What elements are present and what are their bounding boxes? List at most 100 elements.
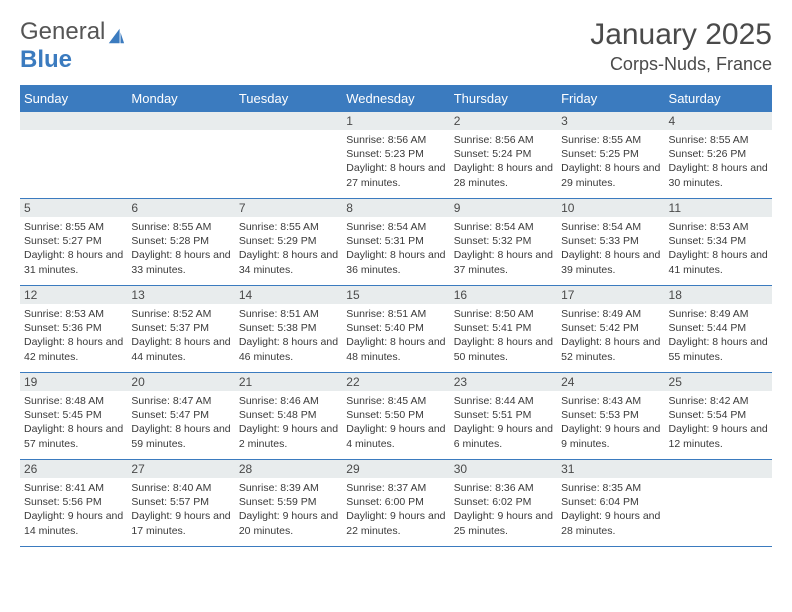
sunset-text: Sunset: 5:48 PM <box>239 408 338 422</box>
day-content: Sunrise: 8:48 AMSunset: 5:45 PMDaylight:… <box>20 391 127 457</box>
sunset-text: Sunset: 6:02 PM <box>454 495 553 509</box>
calendar-cell: 11Sunrise: 8:53 AMSunset: 5:34 PMDayligh… <box>665 199 772 285</box>
calendar-cell: 28Sunrise: 8:39 AMSunset: 5:59 PMDayligh… <box>235 460 342 546</box>
daylight-text: Daylight: 8 hours and 46 minutes. <box>239 335 338 363</box>
sunset-text: Sunset: 5:28 PM <box>131 234 230 248</box>
day-number: 29 <box>342 460 449 478</box>
calendar-cell <box>665 460 772 546</box>
daylight-text: Daylight: 9 hours and 4 minutes. <box>346 422 445 450</box>
sunset-text: Sunset: 5:53 PM <box>561 408 660 422</box>
sunset-text: Sunset: 5:56 PM <box>24 495 123 509</box>
day-content: Sunrise: 8:46 AMSunset: 5:48 PMDaylight:… <box>235 391 342 457</box>
sunset-text: Sunset: 5:44 PM <box>669 321 768 335</box>
sunset-text: Sunset: 5:26 PM <box>669 147 768 161</box>
sunset-text: Sunset: 5:24 PM <box>454 147 553 161</box>
sunset-text: Sunset: 5:33 PM <box>561 234 660 248</box>
daylight-text: Daylight: 8 hours and 29 minutes. <box>561 161 660 189</box>
day-content: Sunrise: 8:55 AMSunset: 5:25 PMDaylight:… <box>557 130 664 196</box>
calendar-row: 26Sunrise: 8:41 AMSunset: 5:56 PMDayligh… <box>20 460 772 547</box>
calendar-cell: 8Sunrise: 8:54 AMSunset: 5:31 PMDaylight… <box>342 199 449 285</box>
calendar-cell: 9Sunrise: 8:54 AMSunset: 5:32 PMDaylight… <box>450 199 557 285</box>
sunset-text: Sunset: 5:42 PM <box>561 321 660 335</box>
page-header: GeneralBlue January 2025 Corps-Nuds, Fra… <box>20 18 772 75</box>
daylight-text: Daylight: 9 hours and 9 minutes. <box>561 422 660 450</box>
day-number: 6 <box>127 199 234 217</box>
calendar-cell: 6Sunrise: 8:55 AMSunset: 5:28 PMDaylight… <box>127 199 234 285</box>
brand-name-part1: General <box>20 18 105 45</box>
day-content: Sunrise: 8:56 AMSunset: 5:23 PMDaylight:… <box>342 130 449 196</box>
daylight-text: Daylight: 9 hours and 6 minutes. <box>454 422 553 450</box>
calendar-cell <box>20 112 127 198</box>
day-number: 30 <box>450 460 557 478</box>
sunset-text: Sunset: 5:57 PM <box>131 495 230 509</box>
calendar-cell: 25Sunrise: 8:42 AMSunset: 5:54 PMDayligh… <box>665 373 772 459</box>
calendar-cell: 15Sunrise: 8:51 AMSunset: 5:40 PMDayligh… <box>342 286 449 372</box>
calendar-cell <box>127 112 234 198</box>
dow-monday: Monday <box>127 85 234 112</box>
sunrise-text: Sunrise: 8:53 AM <box>669 220 768 234</box>
day-number: 31 <box>557 460 664 478</box>
brand-logo: GeneralBlue <box>20 18 125 74</box>
sunset-text: Sunset: 5:51 PM <box>454 408 553 422</box>
sunrise-text: Sunrise: 8:54 AM <box>561 220 660 234</box>
sunrise-text: Sunrise: 8:49 AM <box>669 307 768 321</box>
calendar-cell: 27Sunrise: 8:40 AMSunset: 5:57 PMDayligh… <box>127 460 234 546</box>
day-number: 9 <box>450 199 557 217</box>
title-block: January 2025 Corps-Nuds, France <box>590 18 772 75</box>
brand-sail-icon <box>107 24 125 42</box>
day-number <box>665 460 772 478</box>
day-content: Sunrise: 8:39 AMSunset: 5:59 PMDaylight:… <box>235 478 342 544</box>
day-content: Sunrise: 8:54 AMSunset: 5:31 PMDaylight:… <box>342 217 449 283</box>
dow-thursday: Thursday <box>450 85 557 112</box>
day-number: 23 <box>450 373 557 391</box>
calendar-cell: 23Sunrise: 8:44 AMSunset: 5:51 PMDayligh… <box>450 373 557 459</box>
day-content: Sunrise: 8:55 AMSunset: 5:26 PMDaylight:… <box>665 130 772 196</box>
day-number: 14 <box>235 286 342 304</box>
calendar-row: 1Sunrise: 8:56 AMSunset: 5:23 PMDaylight… <box>20 112 772 199</box>
dow-friday: Friday <box>557 85 664 112</box>
sunset-text: Sunset: 5:40 PM <box>346 321 445 335</box>
daylight-text: Daylight: 8 hours and 37 minutes. <box>454 248 553 276</box>
calendar-page: GeneralBlue January 2025 Corps-Nuds, Fra… <box>0 0 792 565</box>
daylight-text: Daylight: 8 hours and 28 minutes. <box>454 161 553 189</box>
sunrise-text: Sunrise: 8:50 AM <box>454 307 553 321</box>
sunrise-text: Sunrise: 8:56 AM <box>454 133 553 147</box>
sunrise-text: Sunrise: 8:36 AM <box>454 481 553 495</box>
sunrise-text: Sunrise: 8:48 AM <box>24 394 123 408</box>
daylight-text: Daylight: 9 hours and 2 minutes. <box>239 422 338 450</box>
sunrise-text: Sunrise: 8:49 AM <box>561 307 660 321</box>
daylight-text: Daylight: 8 hours and 41 minutes. <box>669 248 768 276</box>
day-number: 19 <box>20 373 127 391</box>
calendar-row: 5Sunrise: 8:55 AMSunset: 5:27 PMDaylight… <box>20 199 772 286</box>
day-number: 26 <box>20 460 127 478</box>
sunrise-text: Sunrise: 8:43 AM <box>561 394 660 408</box>
sunset-text: Sunset: 5:25 PM <box>561 147 660 161</box>
calendar-header-row: Sunday Monday Tuesday Wednesday Thursday… <box>20 85 772 112</box>
dow-saturday: Saturday <box>665 85 772 112</box>
sunrise-text: Sunrise: 8:56 AM <box>346 133 445 147</box>
day-number: 25 <box>665 373 772 391</box>
dow-wednesday: Wednesday <box>342 85 449 112</box>
day-number: 12 <box>20 286 127 304</box>
daylight-text: Daylight: 8 hours and 42 minutes. <box>24 335 123 363</box>
day-content: Sunrise: 8:35 AMSunset: 6:04 PMDaylight:… <box>557 478 664 544</box>
sunrise-text: Sunrise: 8:55 AM <box>561 133 660 147</box>
daylight-text: Daylight: 8 hours and 48 minutes. <box>346 335 445 363</box>
brand-name-part2: Blue <box>20 46 72 73</box>
calendar-cell: 17Sunrise: 8:49 AMSunset: 5:42 PMDayligh… <box>557 286 664 372</box>
daylight-text: Daylight: 9 hours and 22 minutes. <box>346 509 445 537</box>
calendar-cell: 18Sunrise: 8:49 AMSunset: 5:44 PMDayligh… <box>665 286 772 372</box>
day-content: Sunrise: 8:55 AMSunset: 5:29 PMDaylight:… <box>235 217 342 283</box>
sunset-text: Sunset: 5:47 PM <box>131 408 230 422</box>
day-content: Sunrise: 8:43 AMSunset: 5:53 PMDaylight:… <box>557 391 664 457</box>
calendar-cell: 31Sunrise: 8:35 AMSunset: 6:04 PMDayligh… <box>557 460 664 546</box>
daylight-text: Daylight: 9 hours and 17 minutes. <box>131 509 230 537</box>
sunset-text: Sunset: 5:36 PM <box>24 321 123 335</box>
calendar-cell: 1Sunrise: 8:56 AMSunset: 5:23 PMDaylight… <box>342 112 449 198</box>
day-number: 3 <box>557 112 664 130</box>
sunset-text: Sunset: 5:29 PM <box>239 234 338 248</box>
sunrise-text: Sunrise: 8:42 AM <box>669 394 768 408</box>
calendar-cell: 13Sunrise: 8:52 AMSunset: 5:37 PMDayligh… <box>127 286 234 372</box>
daylight-text: Daylight: 8 hours and 59 minutes. <box>131 422 230 450</box>
day-number: 28 <box>235 460 342 478</box>
